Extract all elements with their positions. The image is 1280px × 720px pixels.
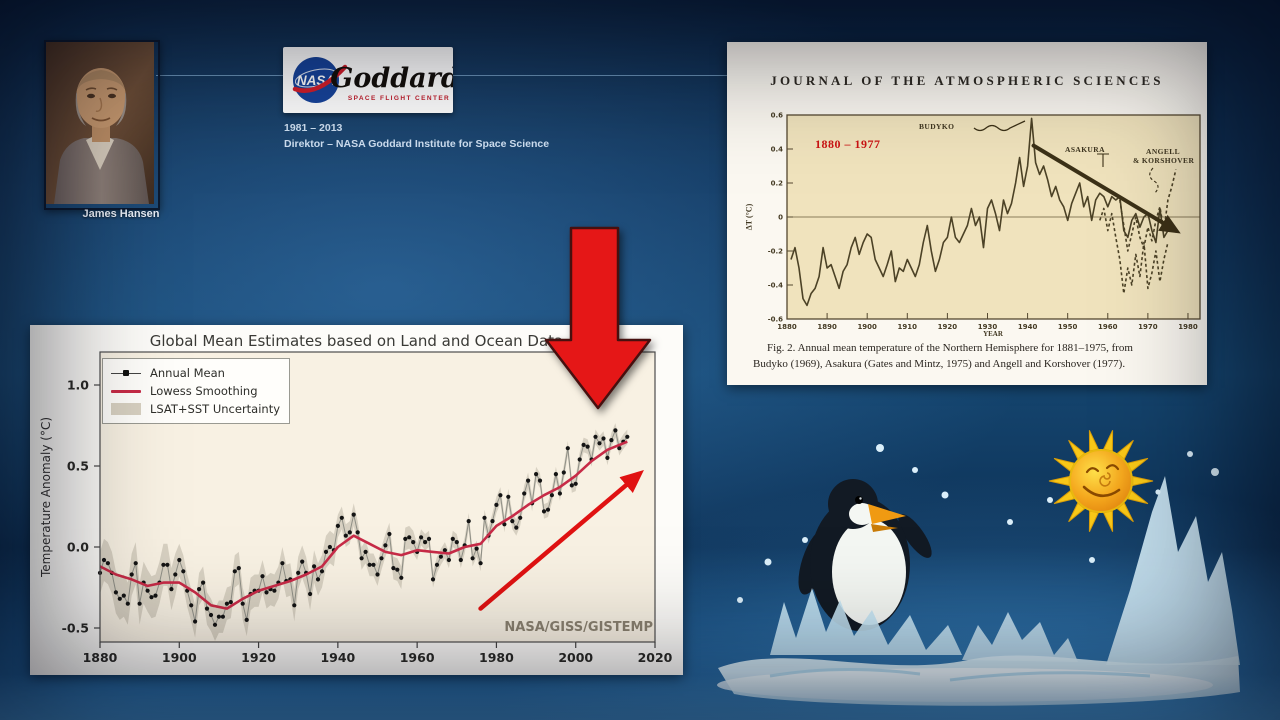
label-budyko: BUDYKO — [919, 122, 955, 131]
jacket — [54, 138, 149, 204]
gistemp-chart: Global Mean Estimates based on Land and … — [30, 325, 683, 675]
svg-text:0.6: 0.6 — [771, 112, 784, 120]
role-text: Direktor – NASA Goddard Institute for Sp… — [284, 138, 550, 150]
svg-text:1970: 1970 — [1138, 323, 1158, 331]
space-flight-center-text: SPACE FLIGHT CENTER — [348, 95, 450, 102]
chart-legend: Annual Mean Lowess Smoothing LSAT+SST Un… — [102, 358, 290, 424]
svg-text:1880: 1880 — [83, 650, 118, 665]
lowess-marker-icon — [111, 385, 141, 397]
svg-text:1940: 1940 — [320, 650, 355, 665]
svg-text:1980: 1980 — [479, 650, 514, 665]
svg-text:0.5: 0.5 — [67, 459, 89, 474]
svg-text:0.0: 0.0 — [67, 540, 89, 555]
tenure-text: 1981 – 2013 — [284, 122, 343, 134]
nasa-swoosh — [292, 64, 348, 93]
journal-figure: JOURNAL OF THE ATMOSPHERIC SCIENCES 1880… — [727, 42, 1207, 385]
legend-item-annual-mean: Annual Mean — [111, 364, 281, 382]
legend-item-lowess: Lowess Smoothing — [111, 382, 281, 400]
svg-text:0.4: 0.4 — [771, 146, 784, 154]
red-down-arrow — [544, 226, 652, 410]
svg-text:1920: 1920 — [241, 650, 276, 665]
portrait-caption: James Hansen — [82, 208, 160, 220]
journal-range-label: 1880 – 1977 — [815, 137, 881, 151]
svg-text:2000: 2000 — [558, 650, 593, 665]
svg-text:1980: 1980 — [1178, 323, 1198, 331]
portrait-james-hansen — [44, 40, 160, 210]
svg-text:-0.5: -0.5 — [62, 621, 89, 636]
budyko-pointer — [973, 120, 1026, 132]
svg-text:0.2: 0.2 — [771, 180, 784, 188]
svg-text:-0.6: -0.6 — [768, 316, 783, 324]
penguin-icon — [798, 479, 932, 631]
svg-text:1930: 1930 — [978, 323, 998, 331]
svg-text:1890: 1890 — [817, 323, 837, 331]
penguin-beak — [868, 504, 906, 524]
annual-mean-marker-icon — [111, 367, 141, 379]
gistemp-watermark: NASA/GISS/GISTEMP — [504, 620, 653, 635]
goddard-script: Goddard — [330, 63, 453, 94]
svg-text:1910: 1910 — [898, 323, 918, 331]
svg-text:1960: 1960 — [1098, 323, 1118, 331]
svg-text:-0.2: -0.2 — [768, 248, 783, 256]
svg-text:1920: 1920 — [938, 323, 958, 331]
svg-text:1900: 1900 — [857, 323, 877, 331]
label-asakura: ASAKURA — [1065, 145, 1105, 154]
nasa-goddard-logo: NASA Goddard SPACE FLIGHT CENTER — [283, 47, 460, 113]
svg-text:2020: 2020 — [638, 650, 673, 665]
label-angell-line2: & KORSHOVER — [1133, 156, 1195, 165]
portrait-photo — [46, 42, 154, 204]
penguin-splash-scene — [717, 444, 1240, 706]
shirt — [86, 136, 114, 170]
journal-x-axis-label: YEAR — [983, 330, 1003, 338]
svg-text:1960: 1960 — [400, 650, 435, 665]
svg-text:0: 0 — [778, 214, 783, 222]
svg-text:-0.4: -0.4 — [768, 282, 783, 290]
journal-y-axis-label: ΔT (°C) — [744, 203, 754, 231]
gistemp-y-axis-label: Temperature Anomaly (°C) — [39, 416, 53, 578]
water-splash — [717, 444, 1240, 706]
uncertainty-band-icon — [111, 403, 141, 415]
journal-masthead: JOURNAL OF THE ATMOSPHERIC SCIENCES — [770, 73, 1164, 88]
journal-chart: 1880 1890 1900 1910 1920 1930 1940 1950 1960 1970… — [768, 112, 1201, 331]
face — [76, 68, 126, 128]
svg-text:1.0: 1.0 — [67, 378, 89, 393]
chart-title: Global Mean Estimates based on Land and … — [149, 332, 564, 350]
bottom-glow — [0, 674, 1280, 720]
svg-text:1940: 1940 — [1018, 323, 1038, 331]
svg-text:1950: 1950 — [1058, 323, 1078, 331]
svg-text:1880: 1880 — [777, 323, 797, 331]
sun-face — [1069, 449, 1133, 513]
svg-text:1900: 1900 — [162, 650, 197, 665]
asakura-pointer — [1097, 153, 1109, 167]
figure-caption-line1: Fig. 2. Annual mean temperature of the N… — [767, 342, 1133, 354]
label-angell-line1: ANGELL — [1146, 147, 1181, 156]
legend-item-uncertainty: LSAT+SST Uncertainty — [111, 400, 281, 418]
gistemp-plot-area: 1880 1900 1920 1940 1960 1980 2000 2020 1.0 0.5 0.… — [62, 351, 673, 665]
figure-caption-line2: Budyko (1969), Asakura (Gates and Mintz,… — [753, 358, 1126, 370]
sun-icon — [1048, 430, 1154, 532]
